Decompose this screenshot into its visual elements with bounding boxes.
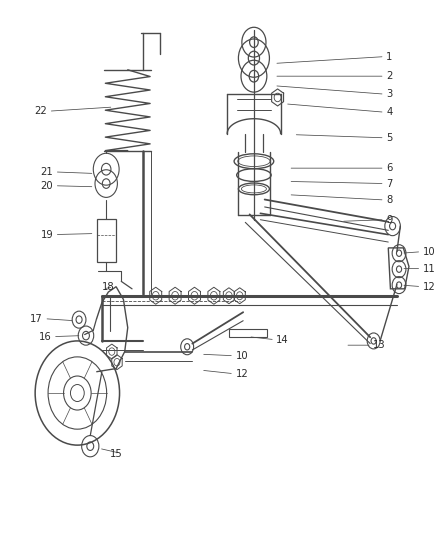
- Text: 13: 13: [373, 340, 386, 350]
- Text: 19: 19: [40, 230, 53, 240]
- Text: 15: 15: [110, 449, 122, 458]
- Text: 14: 14: [276, 335, 289, 345]
- Text: 8: 8: [386, 195, 392, 205]
- Text: 22: 22: [35, 106, 47, 116]
- Text: 21: 21: [40, 167, 53, 177]
- Text: 3: 3: [386, 89, 392, 99]
- Text: 17: 17: [30, 313, 43, 324]
- Text: 10: 10: [235, 351, 248, 361]
- Text: 1: 1: [386, 52, 392, 61]
- Text: 5: 5: [386, 133, 392, 143]
- Bar: [97, 219, 116, 262]
- Text: 2: 2: [386, 71, 392, 81]
- Text: 9: 9: [386, 215, 392, 225]
- Text: 6: 6: [386, 163, 392, 173]
- Text: 7: 7: [386, 179, 392, 189]
- Text: 10: 10: [423, 247, 435, 256]
- Text: 4: 4: [386, 107, 392, 117]
- Text: 18: 18: [102, 282, 115, 292]
- Text: 12: 12: [423, 282, 435, 292]
- Text: 16: 16: [39, 332, 52, 342]
- Text: 12: 12: [235, 369, 248, 379]
- Text: 20: 20: [41, 181, 53, 191]
- Text: 11: 11: [423, 264, 435, 273]
